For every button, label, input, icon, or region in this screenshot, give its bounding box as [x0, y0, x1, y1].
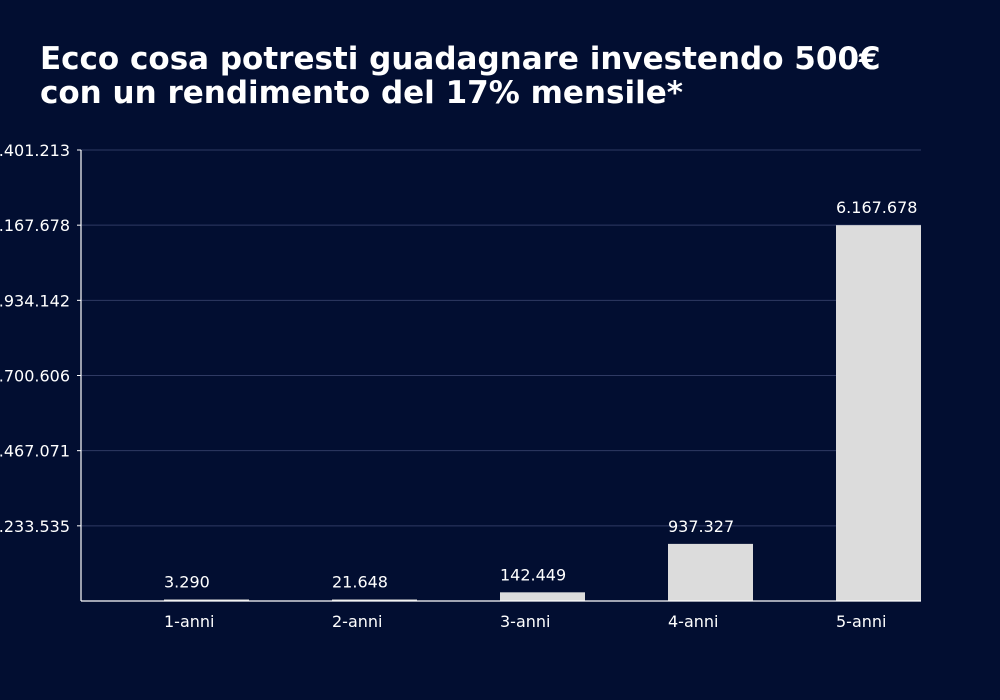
chart-title-line1: Ecco cosa potresti guadagnare investendo…: [40, 41, 881, 77]
x-tick-label: 5-anni: [836, 612, 886, 631]
chart-title: Ecco cosa potresti guadagnare investendo…: [40, 42, 960, 110]
bar-3-anni: [500, 592, 585, 601]
data-label: 142.449: [500, 565, 566, 584]
gridlines: [81, 149, 921, 527]
bars: [164, 225, 921, 602]
x-tick-label: 3-anni: [500, 612, 550, 631]
labels: 1.233.535 2.467.071 3.700.606 4.934.142 6.16…: [0, 141, 917, 631]
y-tick-label: 2.467.071: [0, 442, 70, 461]
data-label: 937.327: [668, 517, 734, 536]
y-tick-label: 4.934.142: [0, 291, 70, 310]
chart-title-line2: con un rendimento del 17% mensile*: [40, 75, 683, 111]
x-tick-label: 2-anni: [332, 612, 382, 631]
y-tick-label: 3.700.606: [0, 367, 70, 386]
bar-4-anni: [668, 543, 753, 601]
bar-1-anni: [164, 599, 249, 601]
bar-5-anni: [836, 225, 921, 602]
x-tick-label: 1-anni: [164, 612, 214, 631]
x-tick-label: 4-anni: [668, 612, 718, 631]
y-tick-label: 7.401.213: [0, 141, 70, 160]
axes: [77, 149, 921, 602]
y-tick-label: 6.167.678: [0, 216, 70, 235]
data-label: 21.648: [332, 573, 388, 592]
bar-2-anni: [332, 599, 417, 601]
y-tick-label: 1.233.535: [0, 517, 70, 536]
data-label: 3.290: [164, 573, 210, 592]
data-label: 6.167.678: [836, 198, 917, 217]
